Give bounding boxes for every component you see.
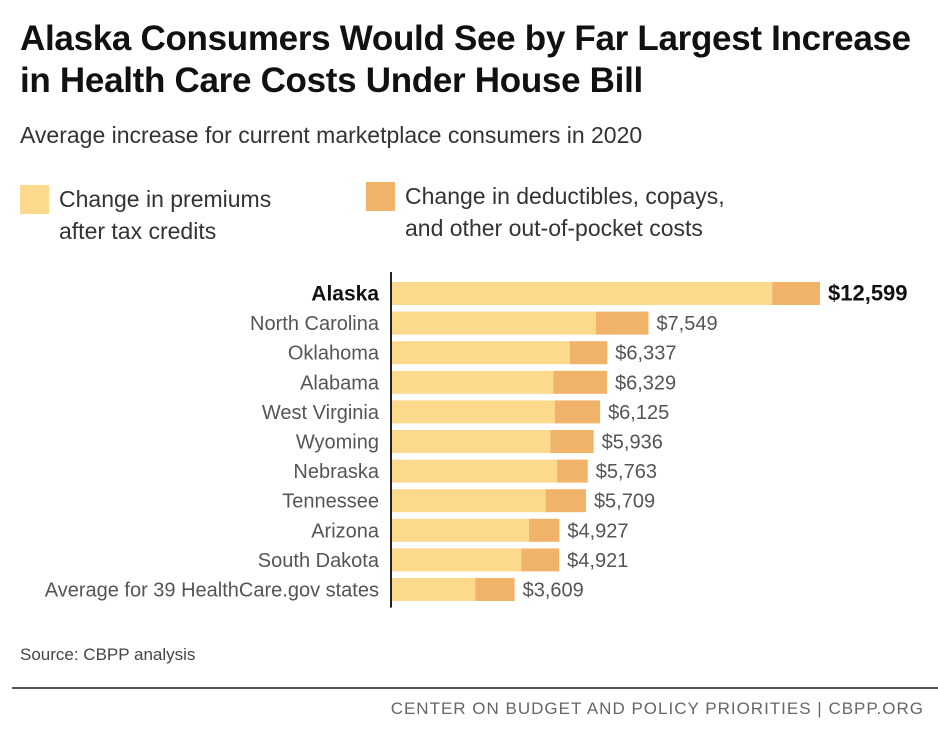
bar-average-for-39-healthcare-gov-states-out-of-pocket — [475, 578, 515, 601]
bar-arizona-premiums — [392, 518, 529, 542]
category-label: Average for 39 HealthCare.gov states — [45, 580, 379, 602]
category-label: Tennessee — [282, 491, 379, 513]
bar-chart: Alaska $12,599 North Carolina $7,549 Oklahom… — [45, 272, 908, 608]
chart-title: Alaska Consumers Would See by Far Larges… — [20, 19, 911, 100]
category-label: West Virginia — [262, 402, 380, 424]
category-label: Wyoming — [296, 432, 379, 454]
total-value-label: $3,609 — [523, 580, 584, 602]
total-value-label: $7,549 — [656, 313, 717, 335]
source-note: Source: CBPP analysis — [20, 645, 196, 664]
total-value-label: $5,763 — [596, 461, 657, 483]
category-label: Oklahoma — [288, 343, 380, 365]
total-value-label: $6,329 — [615, 372, 676, 394]
footer-credit: CENTER ON BUDGET AND POLICY PRIORITIES |… — [390, 699, 924, 718]
bar-oklahoma-premiums — [392, 341, 571, 365]
bar-average-for-39-healthcare-gov-states-premiums — [392, 578, 476, 601]
bar-alabama-out-of-pocket — [553, 370, 608, 394]
bar-oklahoma-out-of-pocket — [570, 341, 608, 365]
bar-nebraska-out-of-pocket — [557, 459, 588, 483]
total-value-label: $6,125 — [608, 402, 669, 424]
legend-label-out-of-pocket: Change in deductibles, copays, and other… — [405, 183, 725, 241]
bar-tennessee-premiums — [392, 489, 546, 513]
legend-item-premiums: Change in premiums after tax credits — [20, 183, 271, 247]
category-label: Arizona — [311, 520, 380, 542]
category-label: Nebraska — [293, 461, 379, 483]
total-value-label: $4,927 — [567, 520, 628, 542]
bar-wyoming-out-of-pocket — [550, 430, 594, 453]
chart-subtitle: Average increase for current marketplace… — [20, 122, 643, 148]
bar-alaska-out-of-pocket — [772, 282, 820, 305]
category-label: South Dakota — [258, 550, 380, 572]
category-label: Alaska — [311, 283, 379, 306]
bar-tennessee-out-of-pocket — [545, 489, 586, 513]
category-label: North Carolina — [250, 313, 380, 335]
total-value-label: $5,936 — [602, 432, 663, 454]
bar-south-dakota-premiums — [392, 548, 522, 572]
legend-swatch-premiums — [20, 185, 49, 214]
legend-swatch-out-of-pocket — [366, 182, 395, 211]
total-value-label: $4,921 — [567, 550, 628, 572]
legend-item-out-of-pocket: Change in deductibles, copays, and other… — [366, 180, 725, 244]
bar-north-carolina-out-of-pocket — [595, 311, 649, 335]
legend-label-premiums: Change in premiums after tax credits — [59, 186, 272, 244]
total-value-label: $5,709 — [594, 491, 655, 513]
bar-alabama-premiums — [392, 370, 554, 394]
total-value-label: $12,599 — [828, 281, 908, 306]
footer-divider — [12, 687, 938, 689]
bar-north-carolina-premiums — [392, 311, 596, 335]
bar-west-virginia-out-of-pocket — [554, 400, 601, 424]
bar-alaska-premiums — [392, 282, 773, 305]
bar-nebraska-premiums — [392, 459, 558, 483]
total-value-label: $6,337 — [615, 343, 676, 365]
bar-arizona-out-of-pocket — [528, 518, 560, 542]
bar-south-dakota-out-of-pocket — [521, 548, 560, 572]
category-label: Alabama — [300, 372, 380, 394]
bar-west-virginia-premiums — [392, 400, 555, 424]
bar-wyoming-premiums — [392, 430, 551, 453]
